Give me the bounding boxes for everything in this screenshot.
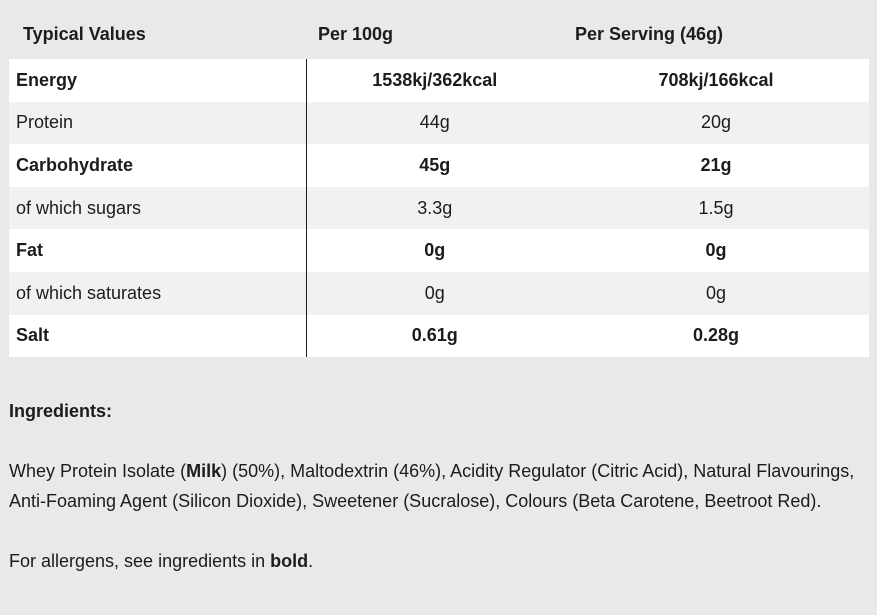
table-row-protein: Protein 44g 20g <box>9 101 869 145</box>
row-per-100g: 1538kj/362kcal <box>305 59 563 102</box>
row-label: of which sugars <box>9 186 306 230</box>
nutrition-table: Typical Values Per 100g Per Serving (46g… <box>9 9 869 358</box>
table-row-energy: Energy 1538kj/362kcal 708kj/166kcal <box>9 59 869 102</box>
row-per-100g: 0.61g <box>305 314 563 358</box>
allergen-note-end: . <box>308 551 314 571</box>
row-per-serving: 0.28g <box>563 314 869 358</box>
allergen-note: For allergens, see ingredients in bold. <box>9 546 869 576</box>
header-per-serving: Per Serving (46g) <box>563 9 869 59</box>
row-per-serving: 708kj/166kcal <box>563 59 869 102</box>
row-per-100g: 45g <box>305 144 563 187</box>
header-per-100g: Per 100g <box>306 9 563 59</box>
allergen-note-start: For allergens, see ingredients in <box>9 551 271 571</box>
row-per-100g: 3.3g <box>305 186 563 230</box>
header-typical-values: Typical Values <box>9 9 306 59</box>
row-per-serving: 20g <box>563 101 869 145</box>
row-per-100g: 0g <box>305 229 563 272</box>
ingredients-section: Ingredients: Whey Protein Isolate (Milk)… <box>9 396 869 576</box>
nutrition-table-container: Typical Values Per 100g Per Serving (46g… <box>9 9 869 358</box>
ingredients-text-end: ) (50%), Maltodextrin (46%), Acidity Reg… <box>9 461 855 511</box>
ingredients-allergen-milk: Milk <box>186 461 222 481</box>
allergen-note-bold: bold <box>270 551 309 571</box>
row-per-serving: 0g <box>563 229 869 272</box>
row-per-serving: 21g <box>563 144 869 187</box>
row-label: Protein <box>9 101 306 145</box>
row-per-serving: 1.5g <box>563 186 869 230</box>
row-label: Energy <box>9 59 306 102</box>
table-header-row: Typical Values Per 100g Per Serving (46g… <box>9 9 869 59</box>
ingredients-title: Ingredients: <box>9 401 113 421</box>
row-per-serving: 0g <box>563 271 869 315</box>
table-row-salt: Salt 0.61g 0.28g <box>9 314 869 358</box>
ingredients-text-start: Whey Protein Isolate ( <box>9 461 187 481</box>
row-label: of which saturates <box>9 271 306 315</box>
ingredients-text: Whey Protein Isolate (Milk) (50%), Malto… <box>9 456 869 516</box>
table-row-saturates: of which saturates 0g 0g <box>9 271 869 315</box>
row-per-100g: 44g <box>305 101 563 145</box>
table-row-sugars: of which sugars 3.3g 1.5g <box>9 186 869 230</box>
row-label: Carbohydrate <box>9 144 306 187</box>
row-per-100g: 0g <box>305 271 563 315</box>
row-label: Salt <box>9 314 306 358</box>
row-label: Fat <box>9 229 306 272</box>
table-row-fat: Fat 0g 0g <box>9 229 869 272</box>
table-row-carbohydrate: Carbohydrate 45g 21g <box>9 144 869 187</box>
